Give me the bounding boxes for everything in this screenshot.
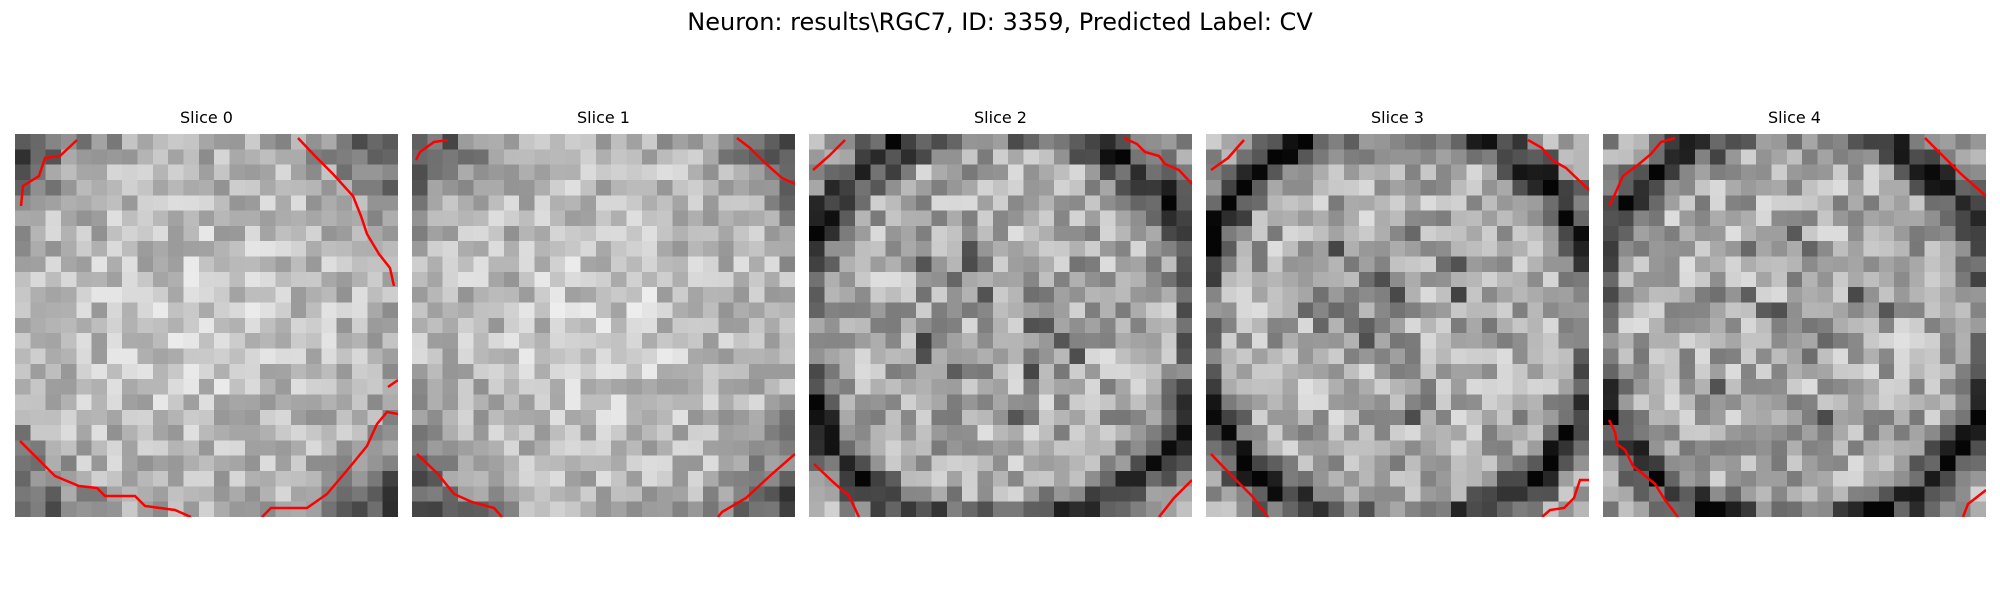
slice-image xyxy=(15,134,398,517)
slice-title: Slice 1 xyxy=(577,108,630,127)
contour-line xyxy=(261,410,398,517)
contour-line xyxy=(1541,478,1589,517)
figure-title: Neuron: results\RGC7, ID: 3359, Predicte… xyxy=(687,8,1313,36)
slice-image xyxy=(1206,134,1589,517)
slice-title: Slice 4 xyxy=(1768,108,1821,127)
contour-line xyxy=(19,440,192,517)
pixel-grid xyxy=(15,134,398,517)
contour-line xyxy=(416,453,503,517)
contour-line xyxy=(1527,138,1589,191)
slice-title: Slice 2 xyxy=(974,108,1027,127)
pixel-grid xyxy=(1603,134,1986,517)
slice-title: Slice 3 xyxy=(1371,108,1424,127)
contour-line xyxy=(1961,489,1986,517)
contour-line xyxy=(812,139,846,171)
pixel-grid xyxy=(1206,134,1589,517)
slice-title: Slice 0 xyxy=(180,108,233,127)
contour-line xyxy=(1607,136,1676,207)
contour-line xyxy=(1210,139,1245,172)
contour-line xyxy=(414,138,449,161)
slice-image xyxy=(1603,134,1986,517)
slice-image xyxy=(412,134,795,517)
contour-line xyxy=(297,137,396,287)
slice-image xyxy=(809,134,1192,517)
contour-line xyxy=(387,378,398,389)
contour-line xyxy=(1924,137,1986,197)
contour-line xyxy=(736,137,795,186)
contour-line xyxy=(1158,479,1192,517)
contour-line xyxy=(1210,453,1269,517)
pixel-grid xyxy=(412,134,795,517)
contour-line xyxy=(1607,419,1679,517)
contour-line xyxy=(1123,136,1192,185)
contour-line xyxy=(813,463,861,517)
pixel-grid xyxy=(809,134,1192,517)
contour-line xyxy=(717,453,795,517)
contour-line xyxy=(19,139,78,207)
